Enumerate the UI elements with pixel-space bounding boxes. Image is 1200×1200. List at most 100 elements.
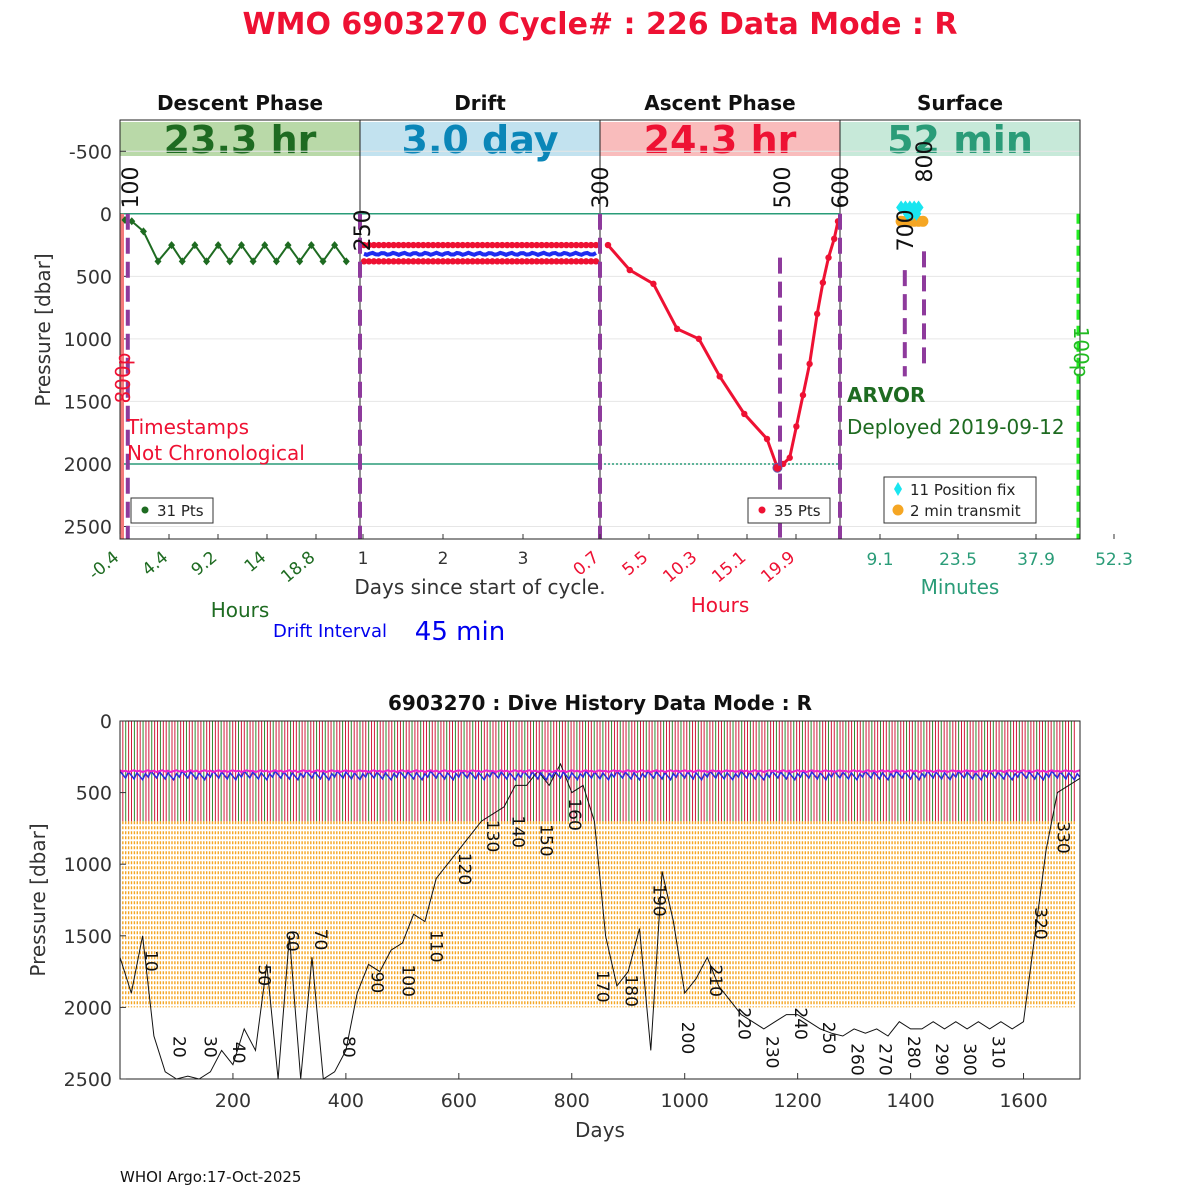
phase-name-2: Ascent Phase — [644, 91, 795, 115]
cycle-marker-label-250: 250 — [351, 209, 376, 251]
cycle-marker-label-500: 500 — [771, 167, 796, 209]
top-x-tick-label: 2 — [438, 549, 449, 569]
cycle-label-80: 80 — [338, 1036, 358, 1058]
timestamps-note-line1: Timestamps — [126, 415, 249, 439]
descent-point — [128, 217, 136, 226]
drift-point-upper — [563, 241, 570, 249]
bottom-depth-trace — [119, 762, 1081, 1080]
ascent-point — [793, 423, 800, 430]
park-depth-blue-line — [119, 769, 1081, 782]
drift-point-upper — [494, 241, 501, 249]
drift-point-upper — [380, 241, 387, 249]
cycle-label-40: 40 — [228, 1042, 248, 1064]
drift-point-upper — [543, 241, 550, 249]
ascent-point — [825, 254, 832, 261]
cycle-label-110: 110 — [426, 930, 446, 962]
drift-point-lower — [459, 258, 466, 265]
ascent-point — [673, 325, 681, 333]
ascent-point — [695, 335, 703, 343]
descent-point — [191, 241, 199, 250]
ascent-point — [716, 373, 723, 380]
ascent-point — [786, 454, 793, 461]
drift-point-lower — [538, 258, 545, 265]
ascent-point — [831, 235, 838, 243]
phase-duration-3: 52 min — [887, 118, 1033, 162]
top-x-tick-label: 5.5 — [619, 548, 653, 581]
cycle-label-190: 190 — [649, 884, 669, 916]
phase-name-1: Drift — [454, 91, 506, 115]
deployed-date: Deployed 2019-09-12 — [847, 415, 1065, 439]
ascent-legend: 35 Pts — [747, 497, 831, 524]
drift-point-upper — [592, 241, 600, 249]
transmit-point — [917, 215, 929, 227]
cycle-label-310: 310 — [987, 1036, 1007, 1068]
drift-point-upper — [434, 241, 442, 249]
bottom-y-tick-label: 0 — [100, 711, 112, 733]
descent-point — [249, 257, 257, 266]
drift-point-upper — [484, 241, 491, 249]
phase-name-3: Surface — [917, 91, 1003, 115]
cycle-label-10: 10 — [140, 950, 160, 972]
top-x-tick-label: 37.9 — [1017, 550, 1055, 570]
drift-point-upper — [553, 241, 560, 249]
surface-legend-fix-label: 11 Position fix — [910, 481, 1015, 499]
top-y-tick-label: 2500 — [64, 516, 112, 538]
descent-point — [261, 241, 269, 250]
cycle-label-220: 220 — [733, 1007, 753, 1039]
cycle-label-130: 130 — [482, 820, 502, 852]
bottom-x-tick-label: 1600 — [999, 1090, 1047, 1112]
top-y-tick-label: -500 — [69, 141, 112, 163]
drift-point-upper — [405, 241, 412, 249]
drift-point-upper — [375, 241, 383, 249]
phase-duration-band-1 — [360, 122, 600, 156]
drift-point-upper — [587, 241, 595, 249]
cycle-label-210: 210 — [705, 964, 725, 996]
descent-point — [226, 257, 234, 266]
bottom-x-tick-label: 200 — [215, 1090, 251, 1112]
drift-point-upper — [395, 241, 402, 249]
phase-duration-band-3 — [840, 122, 1080, 156]
drift-point-lower — [587, 258, 595, 265]
top-x-tick-label: 14 — [241, 548, 270, 577]
drift-point-lower — [474, 258, 481, 265]
cycle-phase-panel: Descent Phase 23.3 hr Drift 3.0 day Ascent P… — [31, 91, 1133, 647]
drift-point-upper — [385, 241, 392, 249]
drift-point-upper — [474, 241, 481, 249]
drift-point-lower — [410, 258, 417, 265]
descent-point — [214, 241, 222, 250]
drift-point-lower — [375, 258, 383, 265]
drift-point-lower — [533, 258, 540, 265]
drift-point-lower — [469, 258, 476, 265]
right-pressure-marker: 100p — [1069, 327, 1093, 378]
drift-point-lower — [380, 258, 387, 265]
cycle-label-330: 330 — [1052, 821, 1072, 853]
ascent-point — [650, 280, 657, 288]
ascent-point — [799, 391, 807, 399]
drift-point-upper — [499, 241, 506, 249]
drift-point-lower — [464, 258, 471, 265]
bottom-y-tick-label: 2000 — [64, 997, 112, 1019]
timestamps-note-line2: Not Chronological — [127, 441, 305, 465]
bottom-x-tick-label: 1000 — [661, 1090, 709, 1112]
bottom-y-tick-label: 1000 — [64, 854, 112, 876]
drift-point-lower — [390, 258, 397, 265]
drift-point-lower — [424, 258, 432, 265]
top-y-tick-label: 0 — [100, 204, 112, 226]
ascent-point — [819, 279, 827, 286]
top-y-tick-label: 500 — [76, 266, 112, 288]
drift-point-upper — [454, 241, 461, 249]
drift-point-upper — [459, 241, 466, 249]
drift-interval-label: Drift Interval — [273, 621, 387, 642]
dive-history-y-axis-label: Pressure [dbar] — [26, 823, 50, 976]
top-y-tick-label: 1500 — [64, 391, 112, 413]
phase-name-0: Descent Phase — [157, 91, 323, 115]
drift-point-upper — [558, 241, 565, 249]
descent-point — [154, 257, 162, 266]
cycle-label-170: 170 — [592, 970, 612, 1002]
descent-point — [139, 227, 147, 236]
surface-legend-box — [883, 476, 1037, 524]
drift-point-lower — [553, 258, 560, 265]
drift-point-upper — [370, 241, 378, 249]
drift-point-upper — [479, 241, 486, 249]
